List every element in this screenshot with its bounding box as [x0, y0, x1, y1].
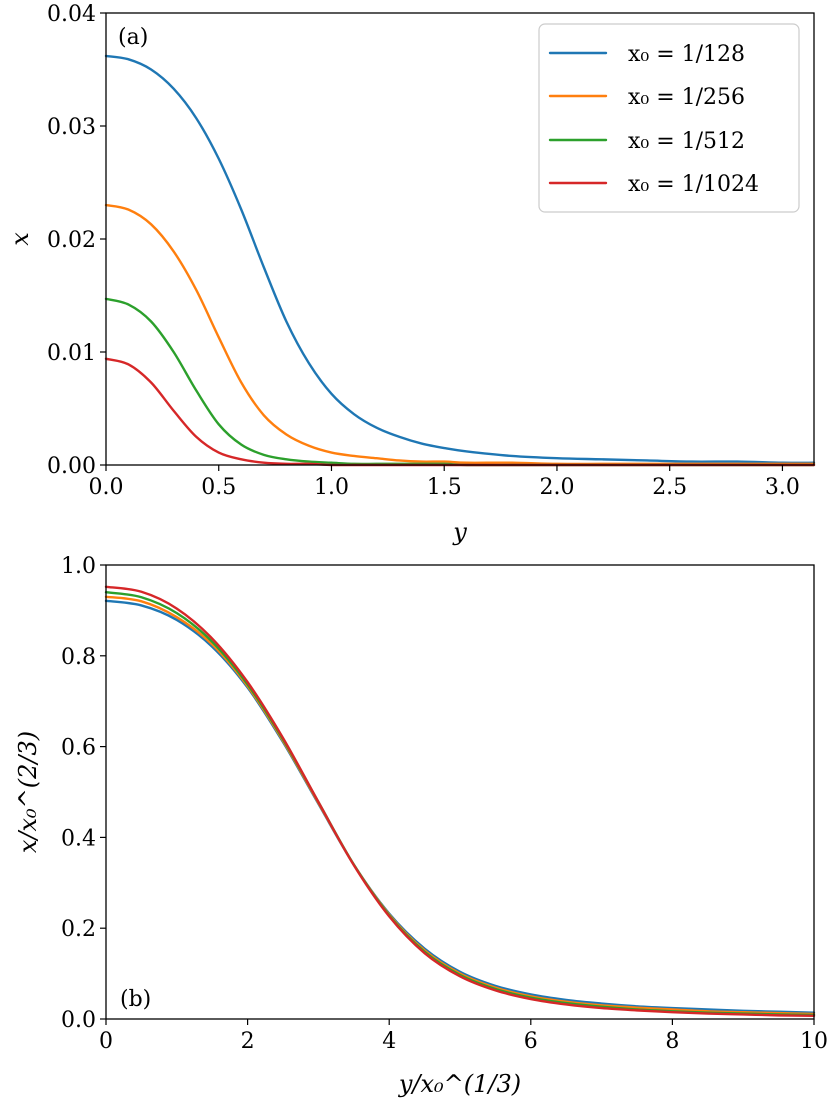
panel-b-y-axis-label: x/x₀^(2/3) [14, 731, 42, 853]
panel-b-x-tick-label: 6 [524, 1029, 538, 1054]
panel-b-x-tick-label: 2 [241, 1029, 255, 1054]
legend-label-x0-512: x₀ = 1/512 [628, 129, 745, 154]
panel-b-x-tick-label: 8 [665, 1029, 679, 1054]
panel-b-y-tick-label: 1.0 [61, 554, 96, 579]
panel-a-y-tick-label: 0.03 [47, 115, 96, 140]
legend-box [538, 23, 800, 213]
panel-b-series-line-2 [104, 591, 816, 1017]
panel-a-series-line-0 [104, 54, 816, 465]
panel-a-series-line-3 [104, 357, 816, 467]
panel-a: 0.0 0.5 1.0 1.5 2.0 2.5 3.0 0.00 0.01 0.02 0.03 0.0… [6, 2, 816, 546]
panel-a-label: (a) [118, 25, 148, 50]
panel-a-y-tick-label: 0.00 [47, 454, 96, 479]
panel-a-ticks: 0.0 0.5 1.0 1.5 2.0 2.5 3.0 0.00 0.01 0.02 0.03 0.0… [47, 2, 800, 500]
legend-label-x0-1024: x₀ = 1/1024 [628, 172, 759, 197]
panel-b-series-line-3 [104, 585, 816, 1018]
panel-b-frame [105, 564, 815, 1020]
panel-b-x-tick-label: 0 [99, 1029, 113, 1054]
panel-b-series-group [104, 585, 816, 1018]
legend-label-x0-128: x₀ = 1/128 [628, 42, 745, 67]
panel-a-x-tick-label: 1.0 [314, 475, 349, 500]
panel-a-x-tick-label: 2.5 [652, 475, 687, 500]
panel-b-label: (b) [120, 987, 151, 1012]
panel-a-x-tick-label: 0.5 [201, 475, 236, 500]
panel-b-series-line-0 [104, 599, 816, 1014]
panel-b-x-axis-label: y/x₀^(1/3) [398, 1070, 521, 1098]
panel-b-y-tick-label: 0.4 [61, 826, 96, 851]
panel-b-x-tick-label: 10 [800, 1029, 828, 1054]
panel-a-x-tick-label: 2.0 [539, 475, 574, 500]
panel-b-y-tick-label: 0.0 [61, 1008, 96, 1033]
legend-label-x0-256: x₀ = 1/256 [628, 85, 745, 110]
panel-b-y-tick-label: 0.6 [61, 736, 96, 761]
panel-a-x-axis-label: y [452, 518, 467, 546]
panel-b: 0 2 4 6 8 10 0.0 0.2 0.4 0.6 0.8 1.0 (b) y/x₀^(1/3)… [14, 554, 828, 1098]
panel-b-ticks: 0 2 4 6 8 10 0.0 0.2 0.4 0.6 0.8 1.0 [61, 554, 828, 1054]
panel-a-y-tick-label: 0.04 [47, 2, 96, 27]
legend: x₀ = 1/128 x₀ = 1/256 x₀ = 1/512 x₀ = 1/… [538, 23, 800, 213]
panel-a-y-tick-label: 0.01 [47, 341, 96, 366]
panel-a-x-tick-label: 1.5 [427, 475, 462, 500]
panel-a-x-tick-label: 0.0 [89, 475, 124, 500]
panel-a-y-axis-label: x [6, 232, 34, 246]
panel-a-x-tick-label: 3.0 [765, 475, 800, 500]
panel-b-y-tick-label: 0.2 [61, 917, 96, 942]
panel-b-series-line-1 [104, 595, 816, 1016]
panel-b-x-tick-label: 4 [382, 1029, 396, 1054]
panel-a-y-tick-label: 0.02 [47, 228, 96, 253]
panel-b-y-tick-label: 0.8 [61, 645, 96, 670]
panel-a-series-line-1 [104, 203, 816, 466]
